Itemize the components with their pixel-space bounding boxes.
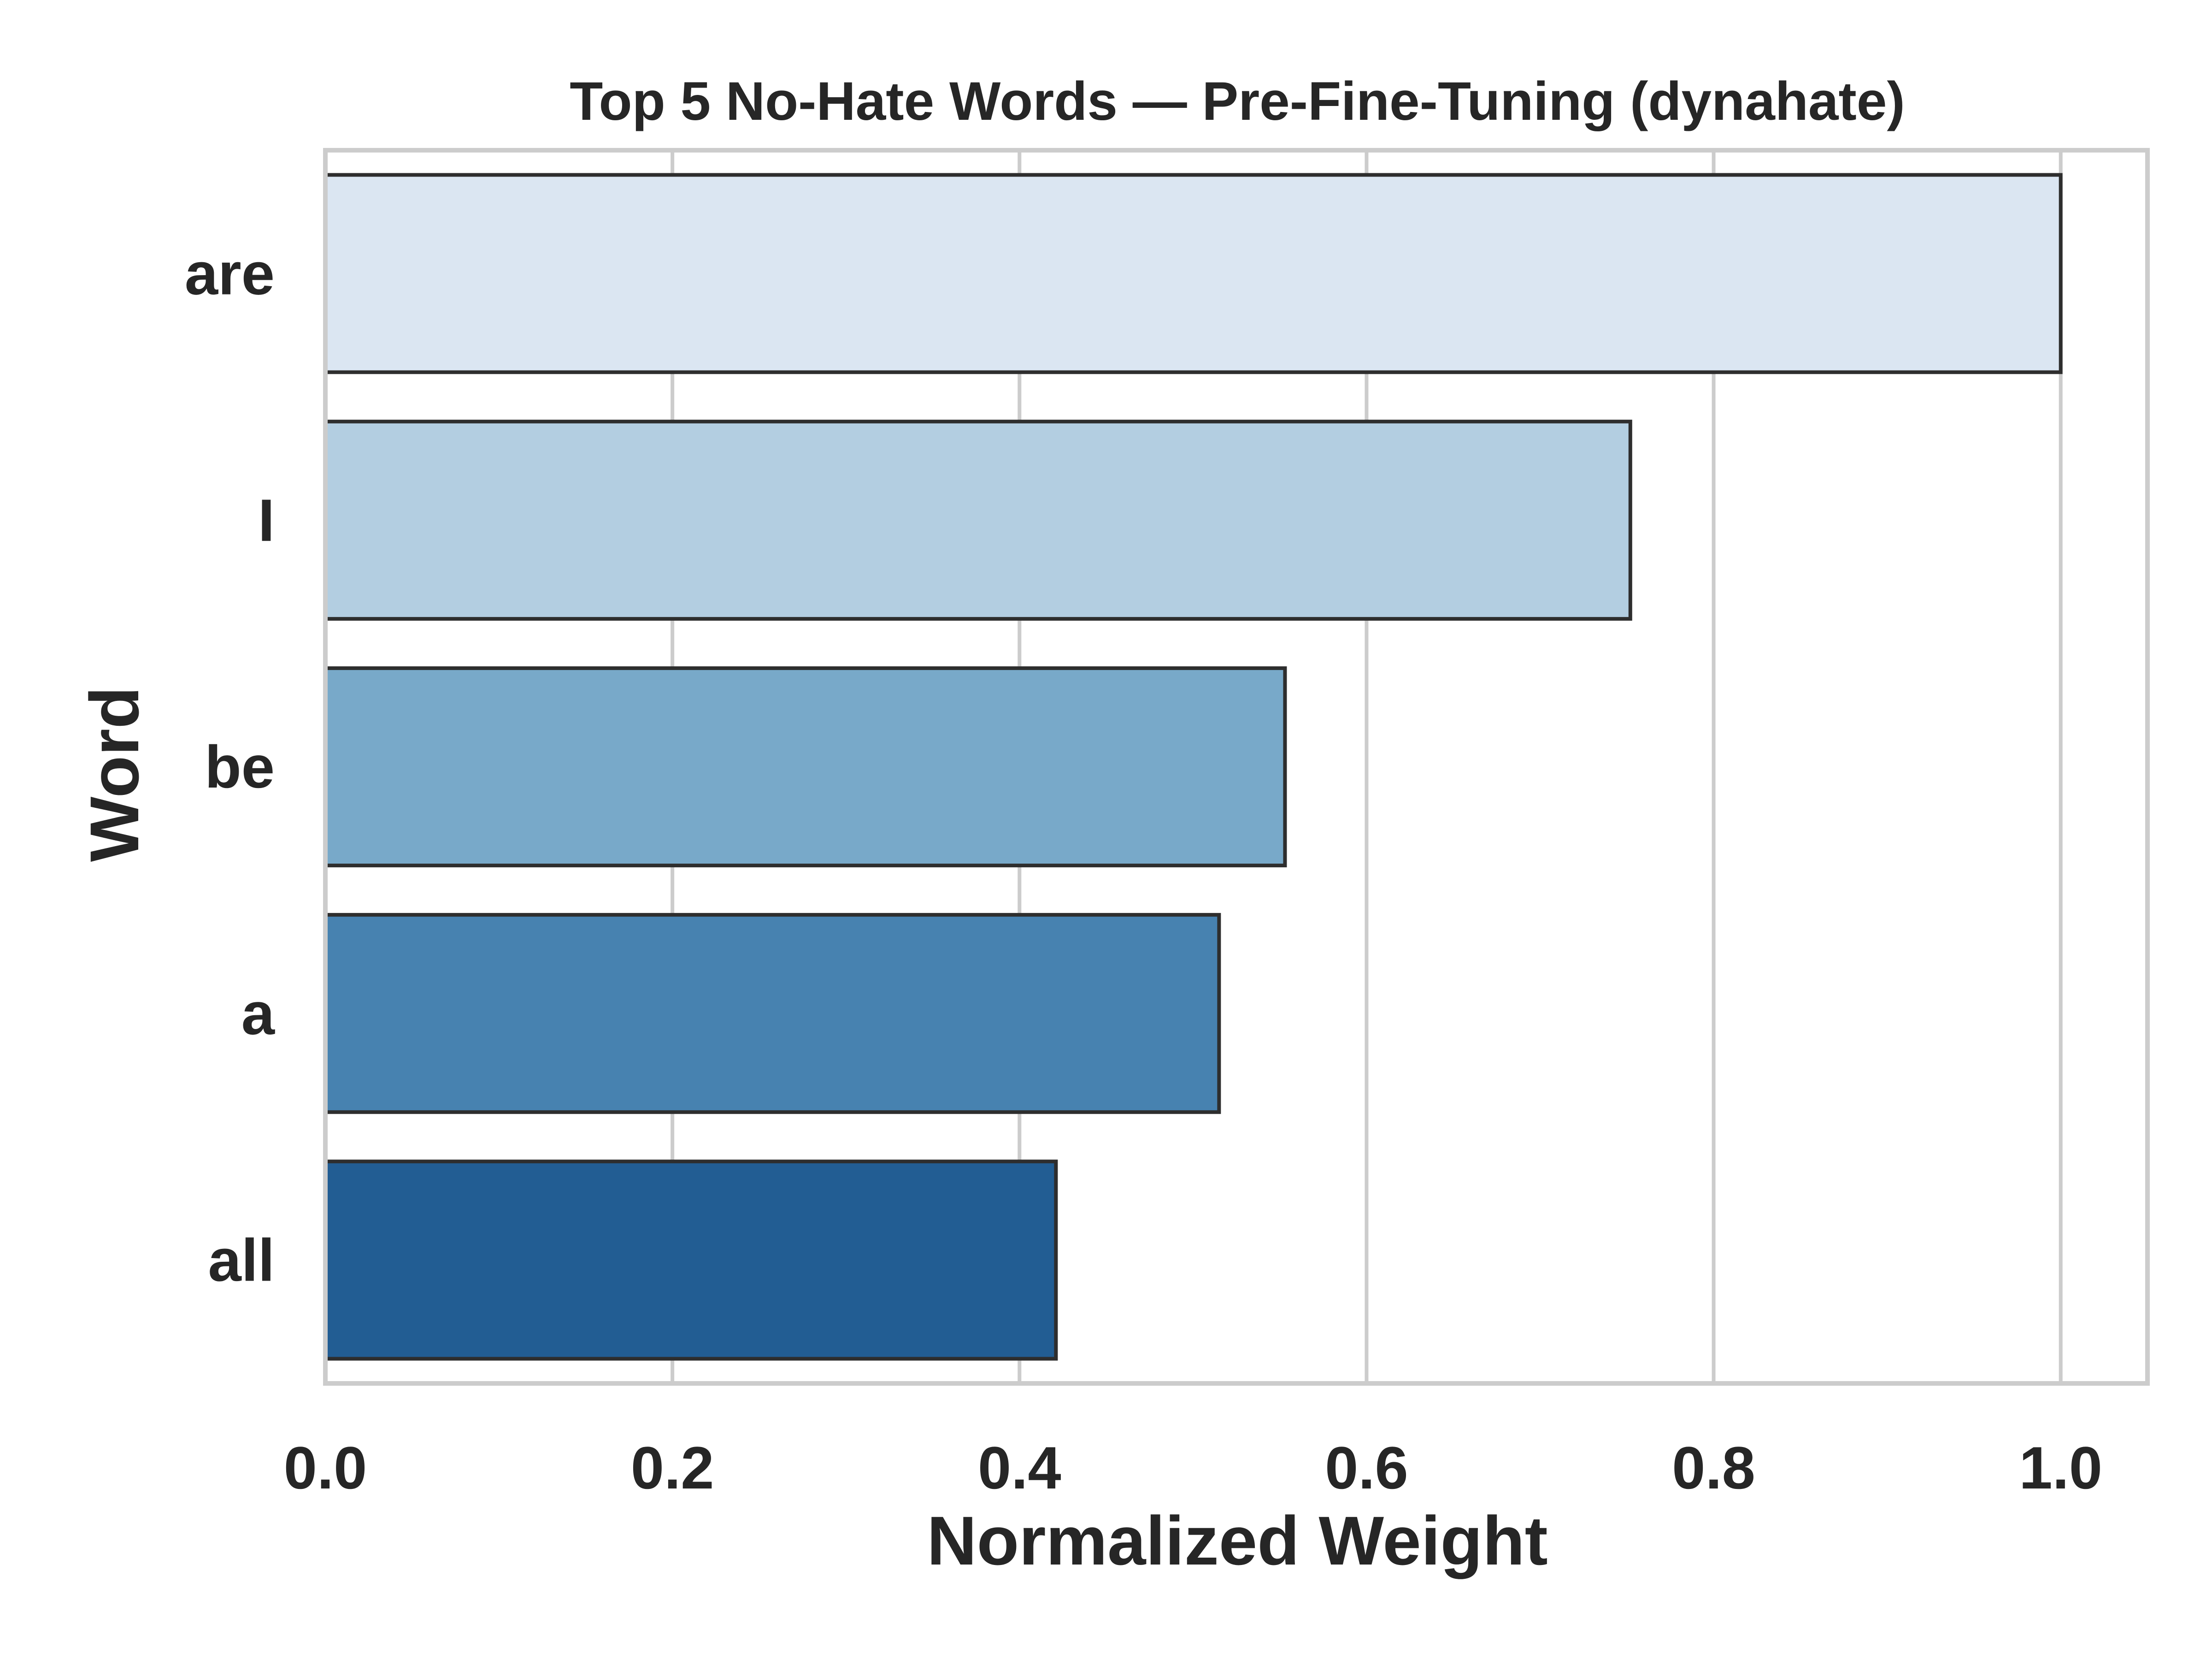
x-tick-label: 0.0 xyxy=(284,1434,367,1501)
bar-all xyxy=(324,1159,1058,1361)
x-tick-label: 0.4 xyxy=(978,1434,1061,1501)
x-tick-label: 0.6 xyxy=(1325,1434,1408,1501)
bar-are xyxy=(324,173,2063,374)
plot-frame xyxy=(323,148,2150,1386)
x-tick-labels: 0.0 0.2 0.4 0.6 0.8 1.0 xyxy=(284,1434,2102,1501)
x-tick-label: 0.8 xyxy=(1672,1434,1755,1501)
y-tick-label: a xyxy=(241,980,276,1047)
x-axis-label: Normalized Weight xyxy=(927,1502,1547,1579)
bar-a xyxy=(324,913,1221,1114)
y-axis-label: Word xyxy=(76,687,153,862)
bar-I xyxy=(324,419,1632,621)
chart-title: Top 5 No-Hate Words — Pre-Fine-Tuning (d… xyxy=(570,71,1905,132)
bar-be xyxy=(324,666,1287,868)
x-tick-label: 1.0 xyxy=(2019,1434,2102,1501)
y-tick-label: all xyxy=(208,1226,275,1294)
y-tick-labels: are Ibe a all xyxy=(185,240,276,1294)
y-tick-label: are xyxy=(185,240,275,307)
x-tick-label: 0.2 xyxy=(631,1434,714,1501)
y-tick-label: be xyxy=(205,733,275,800)
y-tick-label: I xyxy=(258,487,275,554)
bars xyxy=(324,173,2063,1361)
